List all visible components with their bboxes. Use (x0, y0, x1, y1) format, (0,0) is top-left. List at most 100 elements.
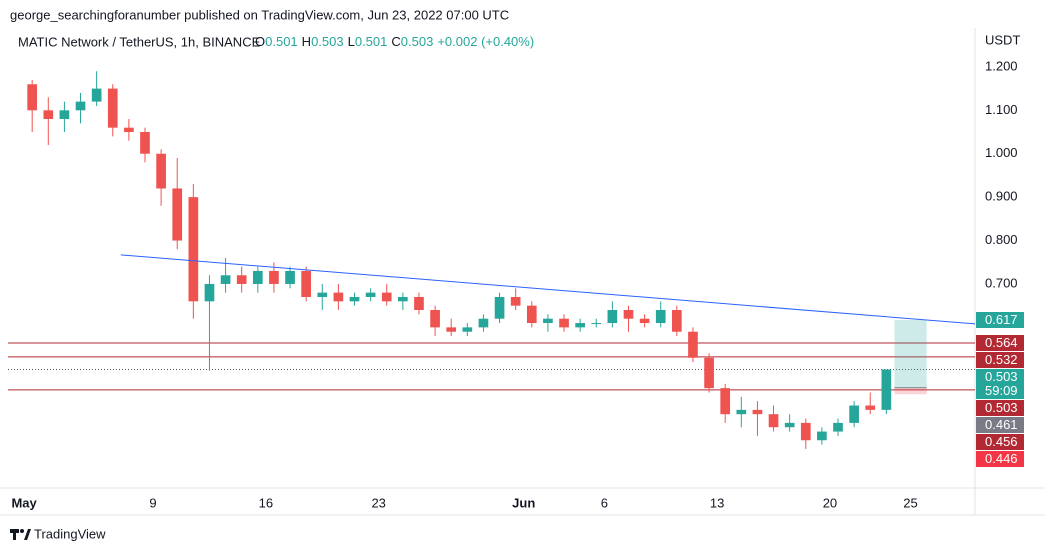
candle-body (607, 310, 618, 324)
candle-body (220, 275, 231, 284)
candle-body (301, 270, 311, 297)
y-tick-label: 0.700 (985, 275, 1018, 290)
x-tick-label: 20 (823, 495, 837, 510)
price-label: 0.461 (985, 417, 1018, 432)
candle-body (800, 422, 811, 441)
price-label-bg (976, 352, 1024, 369)
price-label-bg (976, 434, 1024, 451)
brand: TradingView (34, 526, 106, 541)
brand-logo (10, 529, 31, 540)
candle-body (591, 323, 602, 325)
y-tick-label: 1.100 (985, 102, 1018, 117)
price-label: 0.503 (985, 369, 1018, 384)
price-label: 0.456 (985, 434, 1018, 449)
candle-body (156, 153, 166, 189)
candle-body (172, 188, 183, 241)
price-label-bg (976, 400, 1024, 417)
candle-body (204, 283, 215, 302)
x-tick-label: May (11, 495, 37, 510)
candle-body (849, 405, 859, 423)
legend-item: 0.501 (355, 34, 388, 49)
legend-item: H (302, 34, 311, 49)
legend-item: 0.501 (265, 34, 298, 49)
candle-body (865, 405, 876, 410)
price-label-bg (976, 417, 1024, 434)
candle-body (446, 327, 457, 332)
candle-body (124, 127, 134, 133)
publisher: george_searchingforanumber published on … (10, 7, 509, 22)
candle-body (414, 296, 424, 311)
candle-body (736, 409, 747, 415)
countdown: 59:09 (985, 383, 1018, 398)
y-tick-label: 0.900 (985, 189, 1018, 204)
candle-body (688, 331, 698, 358)
price-label: 0.617 (985, 312, 1018, 327)
candle-body (107, 88, 118, 128)
chart-title: MATIC Network / TetherUS, 1h, BINANCE (18, 34, 261, 49)
candle-body (430, 310, 440, 328)
plot (8, 71, 975, 449)
currency: USDT (985, 32, 1020, 47)
x-tick-label: 25 (903, 495, 917, 510)
candle-body (639, 318, 650, 324)
candle-body (526, 305, 537, 324)
candle-body (398, 296, 408, 302)
candle-body (365, 292, 376, 297)
x-tick-label: 16 (259, 495, 273, 510)
candle-body (704, 357, 714, 389)
x-tick-label: 6 (601, 495, 608, 510)
x-tick-label: 23 (371, 495, 385, 510)
candle-body (881, 369, 892, 410)
trendline (120, 254, 975, 325)
candle-body (784, 422, 795, 428)
price-label: 0.503 (985, 400, 1018, 415)
candle-body (462, 327, 473, 332)
candle-body (252, 270, 263, 284)
legend-item: +0.002 (+0.40%) (437, 34, 534, 49)
legend-item: 0.503 (311, 34, 344, 49)
candle-body (349, 296, 360, 302)
y-tick-label: 1.000 (985, 145, 1018, 160)
candle-body (285, 270, 295, 284)
x-tick-label: Jun (512, 495, 535, 510)
price-label: 0.532 (985, 352, 1018, 367)
candle-body (623, 310, 634, 319)
candle-body (317, 292, 328, 297)
candle-body (43, 110, 54, 119)
price-label-bg (976, 369, 1024, 400)
candle-body (27, 84, 38, 111)
candle-body (817, 431, 827, 441)
y-tick-label: 1.200 (985, 58, 1018, 73)
candle-body (75, 101, 86, 111)
candle-body (833, 422, 843, 432)
candle-body (543, 318, 553, 324)
legend-item: C (391, 34, 400, 49)
candle-body (655, 310, 666, 324)
candle-body (510, 296, 521, 306)
x-tick-label: 13 (710, 495, 724, 510)
candle-body (140, 132, 150, 154)
candle-body (236, 275, 247, 284)
ohlc-legend: O0.501 H0.503 L0.501 C0.503 +0.002 (+0.40%) (255, 34, 534, 49)
candle-body (188, 197, 199, 302)
candle-body (91, 88, 102, 102)
y-tick-label: 0.800 (985, 232, 1018, 247)
candle-body (559, 318, 569, 328)
price-label-bg (976, 335, 1024, 352)
candle-body (720, 388, 731, 415)
stop-zone (894, 387, 927, 395)
candle-body (478, 318, 489, 328)
legend-item: O (255, 34, 265, 49)
price-label-bg (976, 311, 1024, 328)
legend-item: L (348, 34, 355, 49)
candle-body (269, 270, 279, 284)
candle-body (333, 292, 344, 302)
candle-body (672, 310, 682, 332)
candle-body (59, 110, 70, 119)
legend-item: 0.503 (401, 34, 434, 49)
target-zone (894, 319, 927, 388)
candle-body (768, 414, 779, 428)
x-tick-label: 9 (149, 495, 156, 510)
